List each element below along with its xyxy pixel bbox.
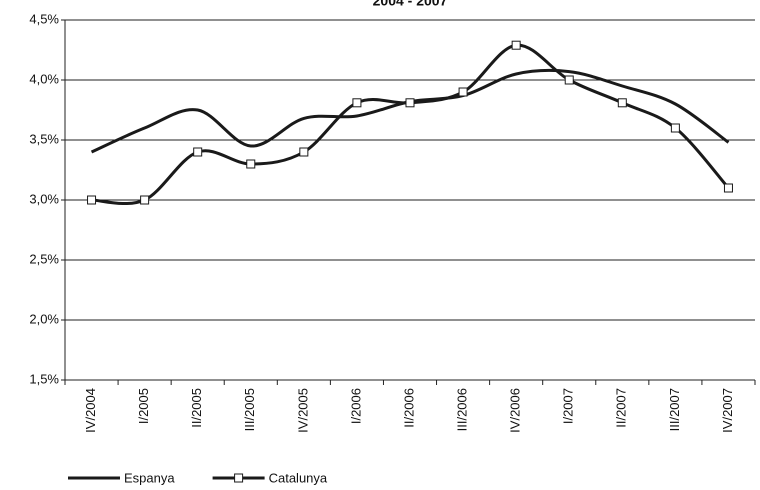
- x-tick-label: IV/2004: [83, 388, 98, 433]
- point-marker: [299, 147, 309, 157]
- x-tick-label: I/2007: [561, 388, 576, 424]
- point-marker: [405, 98, 415, 108]
- legend-label: Catalunya: [269, 470, 328, 485]
- point-marker: [458, 87, 468, 97]
- point-marker: [670, 123, 680, 133]
- x-tick-label: III/2007: [667, 388, 682, 431]
- x-tick-label: IV/2005: [295, 388, 310, 433]
- x-tick-label: I/2006: [348, 388, 363, 424]
- x-tick-label: I/2005: [136, 388, 151, 424]
- point-marker: [87, 195, 97, 205]
- y-tick-label: 3,0%: [29, 191, 59, 206]
- y-tick-label: 2,0%: [29, 311, 59, 326]
- point-marker: [352, 98, 362, 108]
- x-tick-label: II/2006: [401, 388, 416, 428]
- series-line: [91, 43, 730, 206]
- point-marker: [193, 147, 203, 157]
- y-tick-label: 2,5%: [29, 251, 59, 266]
- y-tick-label: 1,5%: [29, 371, 59, 386]
- x-tick-label: II/2007: [614, 388, 629, 428]
- point-marker: [140, 195, 150, 205]
- x-tick-label: IV/2006: [508, 388, 523, 433]
- y-tick-label: 3,5%: [29, 131, 59, 146]
- x-tick-label: III/2006: [455, 388, 470, 431]
- point-marker: [617, 98, 627, 108]
- point-marker: [246, 159, 256, 169]
- y-tick-label: 4,5%: [29, 11, 59, 26]
- chart-title: 2004 - 2007: [373, 0, 448, 9]
- legend-marker: [234, 473, 244, 483]
- x-tick-label: IV/2007: [720, 388, 735, 433]
- point-marker: [723, 183, 733, 193]
- x-tick-label: II/2005: [189, 388, 204, 428]
- point-marker: [511, 40, 521, 50]
- legend-label: Espanya: [124, 470, 175, 485]
- x-tick-label: III/2005: [242, 388, 257, 431]
- y-tick-label: 4,0%: [29, 71, 59, 86]
- point-marker: [564, 75, 574, 85]
